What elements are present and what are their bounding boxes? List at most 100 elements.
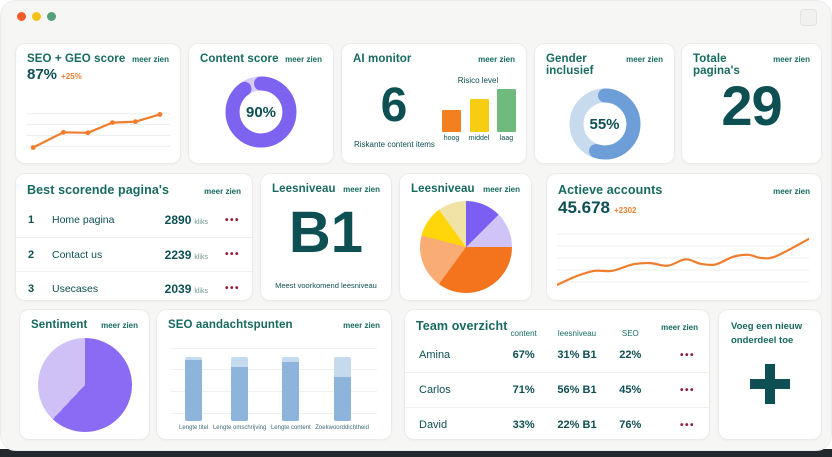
- meer-zien-link[interactable]: meer zien: [285, 55, 322, 64]
- card-title: Actieve accounts: [558, 183, 663, 197]
- column-header: content: [510, 329, 537, 338]
- meer-zien-link[interactable]: meer zien: [483, 185, 520, 194]
- table-row[interactable]: Carlos 71% 56% B1 45% •••: [405, 372, 709, 407]
- meer-zien-link[interactable]: meer zien: [661, 323, 698, 332]
- accounts-value: 45.678: [558, 198, 610, 217]
- clicks-value: 2890: [164, 213, 192, 227]
- meer-zien-link[interactable]: meer zien: [773, 55, 810, 64]
- seo-bar: Lengte content: [271, 344, 311, 431]
- card-title: Gender inclusief: [546, 53, 594, 77]
- ai-risk-bar-middel: middel: [468, 99, 491, 142]
- team-table-body: Amina 67% 31% B1 22% ••• Carlos 71% 56% …: [405, 338, 709, 442]
- leesniveau-value: B1: [288, 200, 364, 265]
- bar-label: Lengte content: [270, 425, 311, 431]
- accounts-delta: +2302: [614, 206, 637, 215]
- meer-zien-link[interactable]: meer zien: [101, 321, 138, 330]
- accounts-line-chart: [557, 233, 809, 286]
- row-menu-icon[interactable]: •••: [224, 214, 240, 226]
- meer-zien-link[interactable]: meer zien: [132, 55, 169, 64]
- row-menu-icon[interactable]: •••: [224, 283, 240, 294]
- card-content-score: Content score meer zien 90%: [188, 43, 334, 164]
- plus-icon: [750, 364, 790, 404]
- leesniveau-pie-chart: [419, 201, 512, 293]
- clicks-value: 2039: [164, 281, 192, 296]
- row-menu-icon[interactable]: •••: [224, 249, 240, 260]
- bar-label: Lengte titel: [179, 425, 209, 431]
- seo-score: 45%: [619, 384, 642, 396]
- content-score: 33%: [512, 419, 535, 431]
- card-title: AI monitor: [353, 53, 412, 65]
- add-widget-button[interactable]: [719, 358, 821, 410]
- leesniveau-score: 31% B1: [557, 349, 597, 361]
- bar-label: middel: [468, 135, 490, 142]
- rank: 3: [28, 282, 35, 295]
- column-header: SEO: [621, 329, 639, 338]
- card-title: Totale pagina's: [693, 53, 740, 77]
- ai-risk-caption: Riskante content items: [354, 140, 435, 149]
- traffic-light-close-icon[interactable]: [17, 12, 26, 21]
- ai-risk-bar-laag: laag: [495, 89, 518, 142]
- seo-score: 22%: [619, 349, 642, 361]
- clicks-unit: kliks: [194, 219, 208, 226]
- rank: 1: [28, 214, 35, 226]
- ai-risk-chart-title: Risico level: [457, 76, 499, 85]
- card-actieve-accounts: Actieve accounts meer zien 45.678 +2302: [546, 173, 822, 301]
- card-title: SEO + GEO score: [27, 53, 126, 65]
- ai-risk-bar-hoog: hoog: [440, 110, 463, 142]
- card-title: SEO aandachtspunten: [168, 319, 293, 331]
- window-action-button[interactable]: [800, 9, 817, 26]
- member-name: Carlos: [419, 384, 451, 396]
- traffic-light-minimize-icon[interactable]: [32, 12, 41, 21]
- list-item[interactable]: 1 Home pagina 2890 kliks •••: [16, 203, 252, 237]
- team-table-header: content leesniveau SEO: [405, 329, 709, 338]
- page-name: Usecases: [52, 282, 99, 295]
- donut-ring: [569, 88, 640, 160]
- gender-donut-chart: 55%: [563, 82, 647, 166]
- table-row[interactable]: David 33% 22% B1 76% •••: [405, 407, 709, 442]
- member-name: David: [419, 419, 448, 431]
- card-seo-geo-score: SEO + GEO score meer zien 87% +25%: [15, 43, 181, 164]
- list-item[interactable]: 3 Usecases 2039 kliks •••: [16, 271, 252, 305]
- card-add-widget[interactable]: Voeg een nieuw onderdeel toe: [718, 309, 822, 440]
- seo-bar: Zoekwoorddichtheid: [315, 344, 369, 431]
- card-best-scorende-paginas: Best scorende pagina's meer zien 1 Home …: [15, 173, 253, 301]
- traffic-light-zoom-icon[interactable]: [47, 12, 56, 21]
- seo-bars: Lengte titel Lengte omschrijving Lengte co…: [171, 344, 377, 431]
- leesniveau-score: 22% B1: [557, 419, 597, 431]
- bar-label: Lengte omschrijving: [212, 425, 267, 431]
- row-menu-icon[interactable]: •••: [679, 349, 695, 361]
- meer-zien-link[interactable]: meer zien: [343, 321, 380, 330]
- meer-zien-link[interactable]: meer zien: [204, 187, 241, 196]
- card-seo-aandachtspunten: SEO aandachtspunten meer zien Lengte tit…: [156, 309, 392, 440]
- chart-gridlines: [171, 348, 377, 414]
- card-title: Leesniveau: [272, 183, 336, 195]
- seo-geo-value: 87%: [27, 66, 58, 83]
- donut-value-label: 55%: [589, 115, 620, 133]
- ai-risk-bars: hoog middel laag: [440, 88, 518, 142]
- meer-zien-link[interactable]: meer zien: [626, 55, 663, 64]
- row-menu-icon[interactable]: •••: [679, 419, 695, 431]
- bar-label: laag: [499, 135, 514, 142]
- table-row[interactable]: Amina 67% 31% B1 22% •••: [405, 338, 709, 372]
- list-item[interactable]: 2 Contact us 2239 kliks •••: [16, 237, 252, 271]
- ai-risk-count: 6: [380, 79, 408, 132]
- meer-zien-link[interactable]: meer zien: [773, 187, 810, 196]
- rank: 2: [28, 248, 35, 261]
- meer-zien-link[interactable]: meer zien: [343, 185, 380, 194]
- meer-zien-link[interactable]: meer zien: [478, 55, 515, 64]
- total-pages-value: 29: [721, 74, 782, 137]
- sentiment-pie-chart: [37, 338, 132, 432]
- content-score: 67%: [512, 349, 535, 361]
- card-ai-monitor: AI monitor meer zien 6 Riskante content …: [341, 43, 527, 164]
- seo-score: 76%: [619, 419, 642, 431]
- column-header: leesniveau: [557, 329, 597, 338]
- card-title: Team overzicht: [416, 319, 508, 333]
- add-widget-title: Voeg een nieuw onderdeel toe: [731, 321, 803, 347]
- bottom-strip: [0, 449, 832, 457]
- row-menu-icon[interactable]: •••: [679, 384, 695, 396]
- window-titlebar: [1, 1, 831, 33]
- clicks-unit: kliks: [194, 287, 208, 295]
- card-title: Sentiment: [31, 319, 88, 331]
- card-sentiment: Sentiment meer zien: [19, 309, 150, 440]
